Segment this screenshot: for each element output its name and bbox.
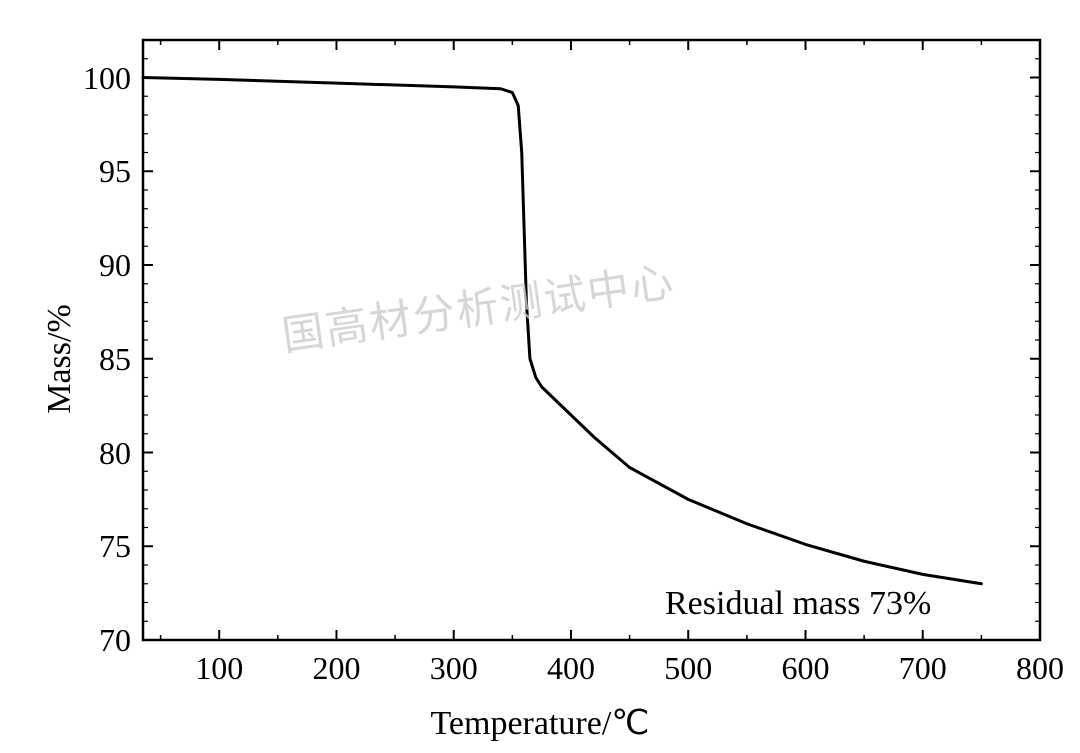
residual-mass-annotation: Residual mass 73% — [665, 585, 931, 623]
x-tick-label: 200 — [306, 650, 366, 687]
y-tick-label: 70 — [61, 622, 131, 659]
y-tick-label: 85 — [61, 341, 131, 378]
x-tick-label: 400 — [541, 650, 601, 687]
y-tick-label: 80 — [61, 435, 131, 472]
tga-chart: 国高材分析测试中心 Mass/% Temperature/℃ Residual … — [0, 0, 1080, 753]
y-tick-label: 75 — [61, 528, 131, 565]
x-tick-label: 600 — [775, 650, 835, 687]
y-tick-label: 90 — [61, 247, 131, 284]
x-tick-label: 300 — [424, 650, 484, 687]
x-tick-label: 700 — [893, 650, 953, 687]
chart-svg — [0, 0, 1080, 753]
x-tick-label: 500 — [658, 650, 718, 687]
y-tick-label: 95 — [61, 153, 131, 190]
x-tick-label: 100 — [189, 650, 249, 687]
y-tick-label: 100 — [61, 60, 131, 97]
x-axis-label: Temperature/℃ — [0, 703, 1080, 743]
x-tick-label: 800 — [1010, 650, 1070, 687]
